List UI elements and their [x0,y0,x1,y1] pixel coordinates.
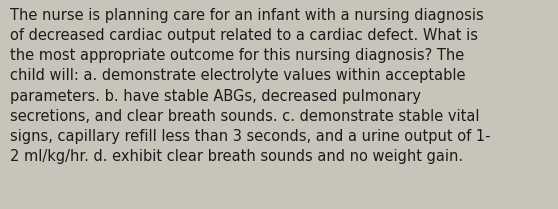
Text: The nurse is planning care for an infant with a nursing diagnosis
of decreased c: The nurse is planning care for an infant… [10,8,490,164]
